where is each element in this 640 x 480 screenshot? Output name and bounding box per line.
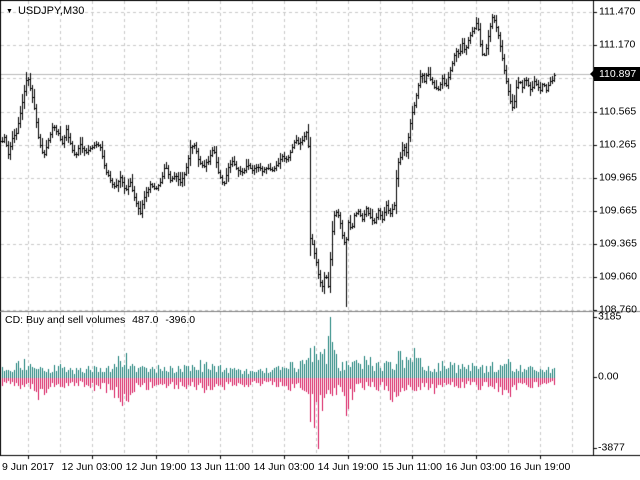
price-axis-label: 108.760 bbox=[599, 303, 637, 316]
volume-axis-label: -3877 bbox=[598, 441, 625, 454]
indicator-buy-value: 487.0 bbox=[132, 314, 159, 326]
chart-title[interactable]: ▼ USDJPY,M30 bbox=[6, 5, 84, 17]
time-axis-label: 9 Jun 2017 bbox=[2, 461, 54, 473]
time-axis-label: 16 Jun 19:00 bbox=[509, 461, 571, 473]
time-axis-label: 14 Jun 19:00 bbox=[317, 461, 379, 473]
time-axis-label: 16 Jun 03:00 bbox=[445, 461, 507, 473]
time-axis-label: 12 Jun 19:00 bbox=[125, 461, 187, 473]
symbol-timeframe-label: USDJPY,M30 bbox=[17, 5, 85, 17]
price-axis-label: 109.365 bbox=[599, 237, 637, 250]
indicator-name: CD: Buy and sell volumes bbox=[5, 314, 126, 326]
chart-dropdown-icon[interactable]: ▼ bbox=[6, 7, 13, 15]
time-axis-label: 15 Jun 11:00 bbox=[382, 461, 442, 473]
price-axis-label: 110.265 bbox=[599, 138, 637, 151]
time-axis-label: 13 Jun 11:00 bbox=[190, 461, 250, 473]
indicator-label: CD: Buy and sell volumes 487.0 -396.0 bbox=[5, 314, 199, 326]
current-price-badge: 110.897 bbox=[590, 67, 640, 81]
price-axis-label: 109.060 bbox=[599, 270, 637, 283]
volume-axis-label: 3185 bbox=[598, 310, 622, 323]
indicator-sell-value: -396.0 bbox=[165, 314, 196, 326]
price-axis-label: 110.565 bbox=[599, 105, 637, 118]
time-axis-label: 14 Jun 03:00 bbox=[253, 461, 315, 473]
volume-axis-label: 0.00 bbox=[598, 370, 619, 383]
price-axis-label: 109.965 bbox=[599, 171, 637, 184]
time-axis-label: 12 Jun 03:00 bbox=[61, 461, 123, 473]
price-axis-label: 111.170 bbox=[599, 38, 636, 51]
price-axis-label: 109.665 bbox=[599, 204, 637, 217]
price-axis-label: 111.470 bbox=[599, 5, 636, 18]
